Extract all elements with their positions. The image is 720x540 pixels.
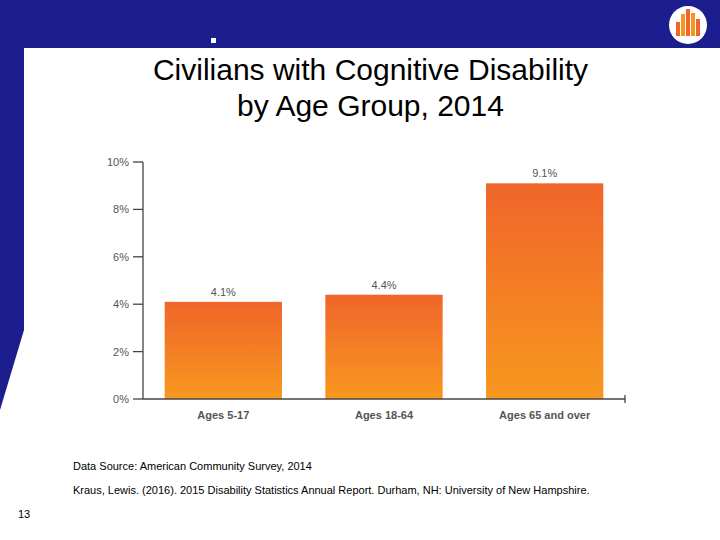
y-tick	[133, 161, 143, 162]
x-tick-label: Ages 18-64	[355, 409, 414, 421]
y-tick	[133, 304, 143, 305]
y-tick	[133, 256, 143, 257]
x-tick-label: Ages 5-17	[197, 409, 249, 421]
page-number: 13	[18, 508, 30, 520]
chart-title: Civilians with Cognitive Disability by A…	[143, 52, 598, 124]
y-tick-label: 6%	[113, 251, 129, 263]
source-note: Kraus, Lewis. (2016). 2015 Disability St…	[73, 484, 590, 496]
bar	[486, 183, 603, 399]
logo-bar	[686, 9, 690, 36]
logo-bar	[676, 22, 680, 36]
header-band	[0, 0, 720, 48]
bars	[165, 183, 604, 399]
data-label: 9.1%	[532, 167, 557, 179]
y-tick	[133, 351, 143, 352]
logo-bar	[691, 13, 695, 36]
x-axis-end	[624, 395, 625, 403]
logo-bar	[696, 19, 700, 36]
logo	[669, 6, 707, 44]
y-tick	[133, 398, 143, 399]
source-note: Data Source: American Community Survey, …	[73, 460, 312, 472]
y-tick-label: 10%	[107, 156, 129, 168]
y-tick-label: 4%	[113, 298, 129, 310]
logo-circle	[669, 6, 707, 44]
y-tick-label: 2%	[113, 346, 129, 358]
x-tick-label: Ages 65 and over	[499, 409, 591, 421]
slide: 0% 2% 4% 6% 8% 10% 4.1% Ages 5-17 4.4% Ages 18-64…	[0, 0, 720, 540]
y-tick-label: 0%	[113, 393, 129, 405]
side-band	[0, 0, 24, 410]
data-label: 4.4%	[371, 279, 396, 291]
y-axis	[142, 162, 143, 399]
y-tick	[133, 209, 143, 210]
x-axis	[143, 398, 625, 399]
header-dot	[211, 38, 216, 43]
bar	[165, 302, 282, 399]
logo-bar	[681, 14, 685, 36]
bar	[325, 295, 442, 399]
data-label: 4.1%	[211, 286, 236, 298]
y-tick-label: 8%	[113, 203, 129, 215]
